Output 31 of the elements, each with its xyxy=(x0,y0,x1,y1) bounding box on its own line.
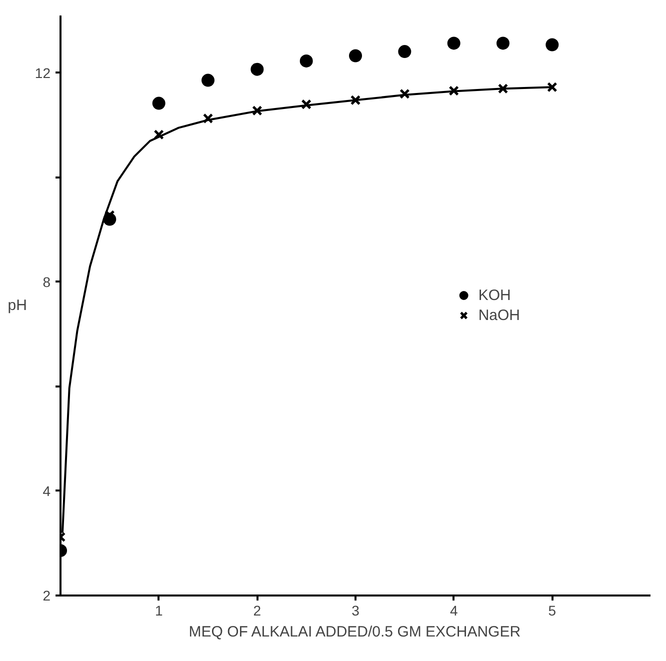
x-axis-title: MEQ OF ALKALAI ADDED/0.5 GM EXCHANGER xyxy=(188,624,521,640)
y-tick-label: 4 xyxy=(42,482,51,499)
point xyxy=(546,38,559,52)
point xyxy=(202,113,214,124)
point xyxy=(448,86,459,96)
legend-label: KOH xyxy=(478,286,511,304)
y-tick-label: 2 xyxy=(42,588,51,604)
point xyxy=(154,129,164,140)
x-tick-label: 4 xyxy=(450,602,458,618)
point xyxy=(202,74,214,87)
point xyxy=(152,96,166,110)
point xyxy=(398,45,412,58)
point xyxy=(447,36,460,50)
point xyxy=(498,84,508,94)
point xyxy=(400,88,410,100)
point xyxy=(250,62,264,76)
legend-label: NaOH xyxy=(478,306,520,324)
point xyxy=(350,95,361,106)
x-tick-label: 5 xyxy=(548,602,556,618)
point xyxy=(496,36,510,50)
point xyxy=(252,105,262,116)
point xyxy=(301,99,312,110)
x-tick-label: 3 xyxy=(352,602,360,618)
x-tick-label: 2 xyxy=(253,602,262,618)
x-tick-label: 1 xyxy=(154,602,163,618)
point xyxy=(300,54,313,68)
y-axis-title: pH xyxy=(8,297,27,314)
y-tick-label: 12 xyxy=(34,64,51,81)
y-tick-label: 8 xyxy=(42,274,51,290)
point xyxy=(349,49,362,62)
point xyxy=(547,82,558,92)
